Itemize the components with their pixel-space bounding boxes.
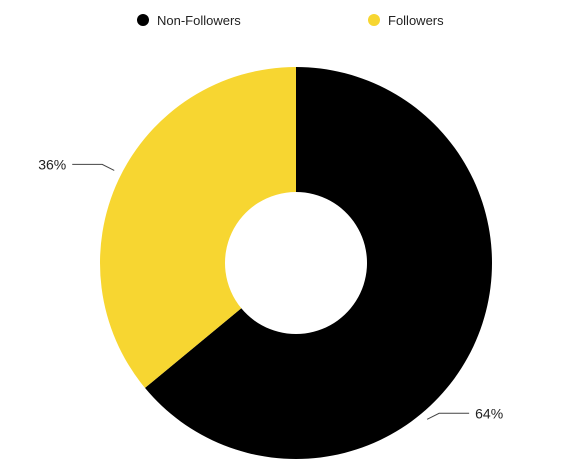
leader-line-non-followers <box>426 412 470 420</box>
data-labels: 64% 36% <box>38 156 503 421</box>
data-label-followers: 36% <box>38 156 66 172</box>
legend: Non-Followers Followers <box>137 13 444 28</box>
leader-line-followers <box>72 163 115 171</box>
slices <box>100 67 492 460</box>
data-label-non-followers: 64% <box>475 405 503 421</box>
legend-item-non-followers: Non-Followers <box>137 13 241 28</box>
legend-label-non-followers: Non-Followers <box>157 13 241 28</box>
legend-item-followers: Followers <box>368 13 444 28</box>
slice-followers <box>100 67 297 388</box>
slice-non-followers <box>144 67 492 460</box>
legend-label-followers: Followers <box>388 13 444 28</box>
legend-swatch-non-followers <box>137 14 149 26</box>
legend-swatch-followers <box>368 14 380 26</box>
